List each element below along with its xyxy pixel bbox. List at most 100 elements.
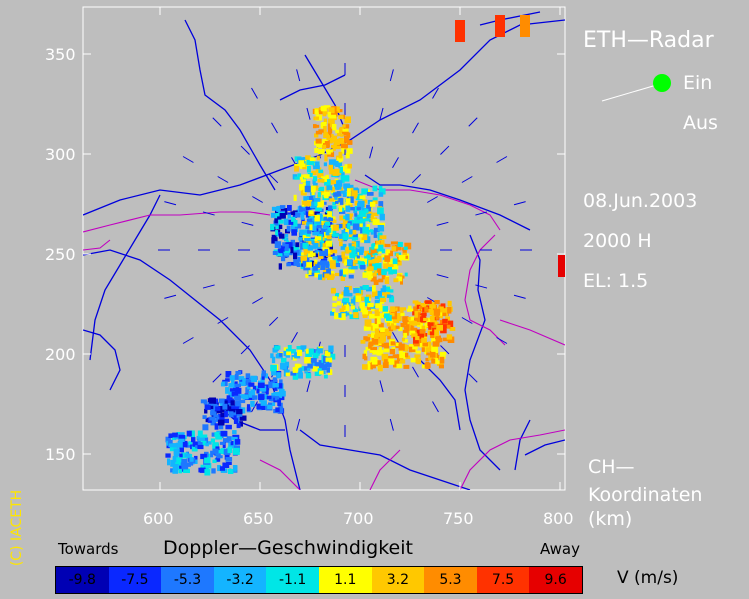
echo-cell [299, 184, 306, 191]
range-tick [461, 176, 473, 183]
echo-cell [322, 112, 327, 117]
echo-cell [278, 353, 283, 357]
echo-cell [270, 364, 277, 372]
echo-cell [349, 314, 357, 320]
echo-cell [188, 441, 193, 446]
echo-cell [310, 201, 317, 208]
echo-cell [233, 413, 237, 419]
echo-cell [359, 195, 366, 200]
echo-cell [367, 207, 372, 212]
echo-cell [421, 325, 426, 330]
echo-cell [432, 327, 436, 335]
echo-cell [209, 416, 216, 421]
echo-cell [338, 162, 343, 169]
echo-cell [429, 310, 435, 315]
echo-cell [410, 324, 414, 330]
echo-cell [340, 177, 346, 181]
echo-cell [232, 465, 237, 472]
echo-cell [218, 398, 225, 404]
echo-cell [345, 227, 349, 232]
echo-cell [374, 318, 378, 326]
echo-cell [298, 205, 303, 212]
echo-cell [210, 411, 217, 416]
scale-bin: 3.2 [371, 567, 425, 593]
echo-cell [345, 116, 351, 124]
echo-cell [279, 213, 286, 219]
echo-cell [313, 124, 317, 129]
echo-cell [354, 254, 358, 258]
echo-cell [379, 235, 387, 240]
echo-cell [296, 372, 303, 379]
echo-cell [327, 123, 332, 130]
echo-cell [323, 131, 329, 138]
echo-cell [264, 384, 270, 391]
echo-cell [346, 148, 353, 154]
echo-cell [379, 334, 385, 340]
echo-cell [252, 385, 256, 391]
echo-cell [359, 210, 366, 217]
echo-cell [313, 176, 318, 182]
echo-cell [328, 252, 335, 257]
echo-cell [177, 441, 184, 448]
echo-cell [311, 192, 315, 196]
echo-cell [326, 217, 333, 222]
echo-cell [354, 248, 358, 255]
echo-cell [328, 164, 334, 170]
echo-cell [352, 229, 357, 235]
echo-cell [332, 224, 339, 231]
echo-cell [312, 179, 316, 184]
echo-cell [306, 206, 312, 211]
echo-cell [327, 111, 331, 118]
echo-cell [362, 226, 370, 234]
range-tick [291, 332, 298, 343]
echo-cell [338, 294, 344, 299]
echo-cell [300, 243, 304, 250]
echo-cell [387, 289, 394, 293]
echo-cell [326, 367, 330, 373]
echo-cell [383, 292, 390, 298]
echo-cell [297, 256, 301, 262]
echo-cell [313, 182, 318, 188]
echo-cell [270, 223, 275, 231]
echo-cell [302, 242, 309, 249]
echo-cell [327, 205, 333, 212]
echo-cell [297, 173, 302, 177]
echo-cell [372, 197, 378, 202]
echo-cell [372, 350, 377, 355]
echo-cell [328, 345, 334, 353]
echo-cell [384, 342, 390, 350]
echo-cell [375, 263, 382, 269]
echo-cell [347, 213, 354, 217]
range-tick [436, 221, 449, 226]
echo-cell [364, 218, 370, 222]
echo-cell [342, 297, 350, 303]
echo-cell [197, 442, 203, 448]
echo-cell [329, 244, 333, 251]
echo-cell [396, 241, 403, 247]
echo-cell [329, 114, 337, 119]
echo-cell [278, 263, 282, 270]
echo-cell [320, 216, 327, 221]
echo-cell [373, 231, 377, 238]
echo-cell [313, 262, 317, 266]
echo-cell [378, 192, 384, 197]
scale-bin: 9.6 [529, 567, 582, 593]
echo-cell [309, 157, 316, 162]
echo-cell [287, 242, 293, 248]
echo-cell [415, 314, 422, 320]
echo-cell [378, 185, 383, 193]
echo-cell [194, 455, 198, 460]
echo-cell [343, 261, 348, 266]
range-tick [513, 294, 526, 299]
echo-cell [381, 254, 386, 258]
echo-cell [305, 155, 311, 160]
echo-cell [331, 135, 338, 143]
echo-cell [348, 265, 353, 270]
echo-cell [331, 216, 336, 222]
range-tick [252, 196, 263, 203]
echo-cell [184, 462, 191, 467]
echo-cell [322, 243, 328, 248]
echo-cell [292, 213, 298, 218]
echo-cell [189, 457, 194, 462]
echo-cell [413, 306, 417, 312]
